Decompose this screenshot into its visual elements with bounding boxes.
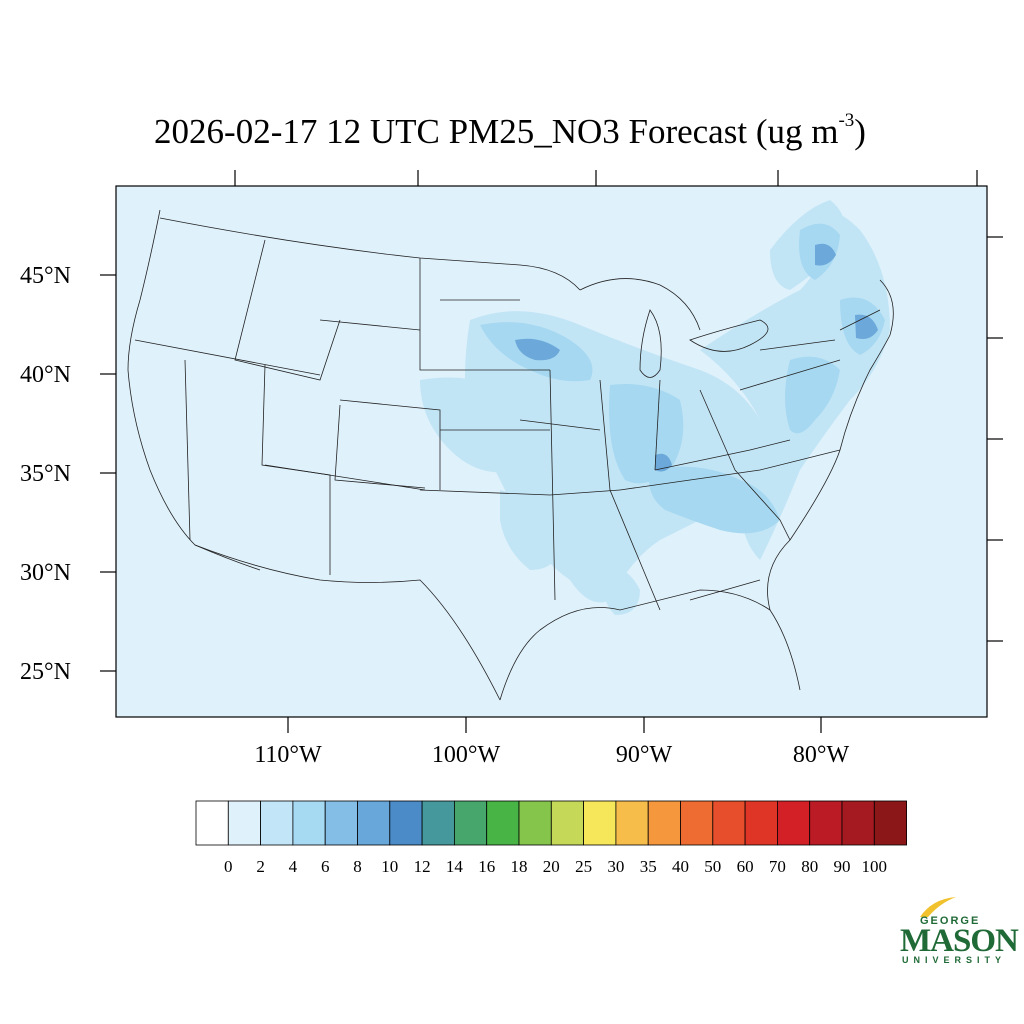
lon-label-100w: 100°W: [432, 742, 501, 768]
shade-region-boston-core: [855, 314, 878, 339]
title-text: 2026-02-17 12 UTC PM25_NO3 Forecast (ug …: [154, 112, 839, 151]
lat-label-30: 30°N: [20, 560, 71, 586]
shade-region-gulf: [600, 567, 640, 615]
logo-line-university: UNIVERSITY: [902, 955, 1007, 965]
bottom-ticks: [287, 717, 822, 733]
right-ticks: [987, 236, 1003, 642]
concentration-shading: [420, 200, 890, 615]
boundaries: [127, 209, 894, 701]
lat-label-40: 40°N: [20, 362, 71, 388]
map-title: 2026-02-17 12 UTC PM25_NO3 Forecast (ug …: [0, 110, 1024, 152]
title-superscript: -3: [838, 110, 855, 132]
logo-swoosh-icon: [920, 897, 956, 917]
logo-line-mason: MASON: [900, 923, 1019, 959]
logo-line-george: GEORGE: [920, 915, 981, 927]
lat-label-45: 45°N: [20, 263, 71, 289]
left-ticks: [100, 274, 116, 672]
lon-label-110w: 110°W: [254, 742, 322, 768]
gmu-logo: GEORGE MASON UNIVERSITY: [880, 895, 1019, 975]
lon-label-90w: 90°W: [616, 742, 673, 768]
map-frame: [115, 185, 988, 718]
shade-region-plains: [420, 377, 530, 473]
shade-region-south: [500, 490, 560, 570]
title-suffix: ): [854, 112, 866, 151]
shade-region-mid-atlantic: [785, 356, 840, 434]
lon-label-80w: 80°W: [793, 742, 850, 768]
lat-label-25: 25°N: [20, 659, 71, 685]
top-ticks: [234, 170, 978, 186]
shade-region-iowa-core: [515, 338, 560, 361]
lat-label-35: 35°N: [20, 461, 71, 487]
shade-region-quebec-core: [815, 243, 836, 266]
